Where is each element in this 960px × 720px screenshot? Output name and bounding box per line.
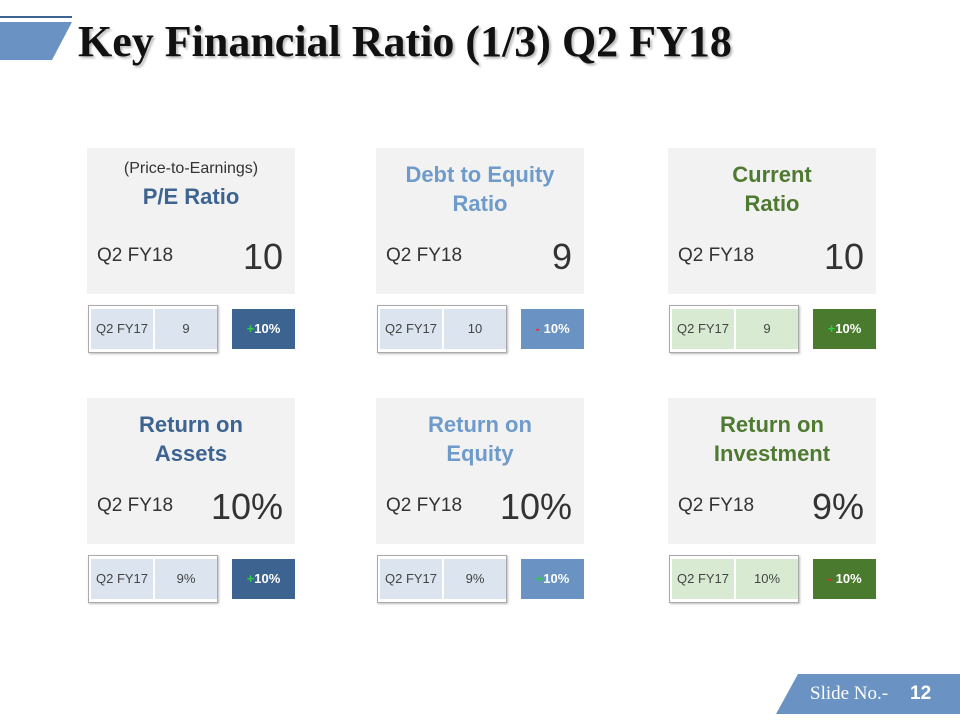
- ratio-card: Return on Assets Q2 FY18 10%: [87, 398, 295, 544]
- previous-box: Q2 FY17 9%: [377, 555, 507, 603]
- previous-box: Q2 FY17 9: [669, 305, 799, 353]
- change-sign: +: [827, 321, 836, 336]
- previous-label: Q2 FY17: [380, 309, 442, 349]
- card-subtitle: (Price-to-Earnings): [123, 160, 259, 177]
- change-box: +10%: [813, 309, 876, 349]
- card-title: Return on: [139, 412, 243, 437]
- ratio-card: (Price-to-Earnings) P/E Ratio Q2 FY18 10: [87, 148, 295, 294]
- card-title: Investment: [713, 441, 831, 466]
- change-sign: +: [246, 321, 255, 336]
- change-value: 10%: [835, 571, 862, 586]
- previous-label: Q2 FY17: [380, 559, 442, 599]
- card-title: Current: [732, 162, 812, 187]
- previous-label: Q2 FY17: [672, 309, 734, 349]
- previous-box: Q2 FY17 9: [88, 305, 218, 353]
- previous-value: 9: [155, 309, 217, 349]
- current-label: Q2 FY18: [97, 495, 174, 516]
- title-decoration: [0, 16, 72, 60]
- ratio-card: Return on Equity Q2 FY18 10%: [376, 398, 584, 544]
- change-sign: -: [827, 571, 832, 586]
- change-box: +10%: [232, 559, 295, 599]
- ratio-card: Debt to Equity Ratio Q2 FY18 9: [376, 148, 584, 294]
- change-value: 10%: [254, 321, 281, 336]
- card-title: Equity: [446, 441, 514, 466]
- change-sign: -: [535, 321, 540, 336]
- slide-number-box: Slide No.- 12: [776, 674, 960, 714]
- change-value: 10%: [254, 571, 281, 586]
- card-title: Assets: [154, 441, 228, 466]
- change-box: +10%: [232, 309, 295, 349]
- previous-box: Q2 FY17 9%: [88, 555, 218, 603]
- change-value: 10%: [543, 321, 570, 336]
- current-label: Q2 FY18: [678, 495, 755, 516]
- current-value: 9%: [811, 486, 864, 527]
- change-sign: +: [535, 571, 544, 586]
- ratio-card: Return on Investment Q2 FY18 9%: [668, 398, 876, 544]
- previous-value: 9%: [155, 559, 217, 599]
- change-box: -10%: [521, 309, 584, 349]
- ratio-card: Current Ratio Q2 FY18 10: [668, 148, 876, 294]
- change-value: 10%: [543, 571, 570, 586]
- change-box: +10%: [521, 559, 584, 599]
- slide-title: Key Financial Ratio (1/3) Q2 FY18: [78, 17, 732, 66]
- current-value: 10: [823, 236, 864, 277]
- current-value: 10: [242, 236, 283, 277]
- change-value: 10%: [835, 321, 862, 336]
- previous-value: 10%: [736, 559, 798, 599]
- card-title: Ratio: [744, 191, 800, 216]
- previous-value: 10: [444, 309, 506, 349]
- previous-box: Q2 FY17 10%: [669, 555, 799, 603]
- previous-value: 9%: [444, 559, 506, 599]
- change-sign: +: [246, 571, 255, 586]
- slide-label: Slide No.-: [810, 683, 889, 704]
- current-value: 10%: [499, 486, 572, 527]
- card-title: Return on: [720, 412, 824, 437]
- current-label: Q2 FY18: [97, 245, 174, 266]
- previous-box: Q2 FY17 10: [377, 305, 507, 353]
- current-label: Q2 FY18: [386, 245, 463, 266]
- change-box: -10%: [813, 559, 876, 599]
- previous-label: Q2 FY17: [91, 559, 153, 599]
- previous-label: Q2 FY17: [672, 559, 734, 599]
- slide-number: 12: [910, 683, 932, 704]
- card-title: Debt to Equity: [405, 162, 555, 187]
- current-label: Q2 FY18: [386, 495, 463, 516]
- current-value: 10%: [210, 486, 283, 527]
- previous-label: Q2 FY17: [91, 309, 153, 349]
- previous-value: 9: [736, 309, 798, 349]
- card-title: P/E Ratio: [142, 184, 240, 209]
- current-label: Q2 FY18: [678, 245, 755, 266]
- card-title: Return on: [428, 412, 532, 437]
- card-title: Ratio: [452, 191, 508, 216]
- current-value: 9: [551, 236, 572, 277]
